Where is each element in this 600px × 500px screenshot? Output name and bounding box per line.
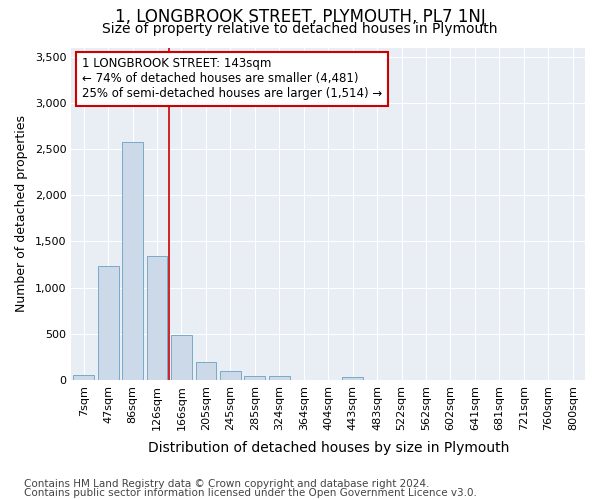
Text: Contains HM Land Registry data © Crown copyright and database right 2024.: Contains HM Land Registry data © Crown c… [24,479,430,489]
Y-axis label: Number of detached properties: Number of detached properties [15,116,28,312]
Text: Contains public sector information licensed under the Open Government Licence v3: Contains public sector information licen… [24,488,477,498]
Bar [196,362,217,380]
Text: 1, LONGBROOK STREET, PLYMOUTH, PL7 1NJ: 1, LONGBROOK STREET, PLYMOUTH, PL7 1NJ [115,8,485,26]
Bar [122,142,143,380]
Bar [146,256,167,380]
X-axis label: Distribution of detached houses by size in Plymouth: Distribution of detached houses by size … [148,441,509,455]
Bar [269,376,290,380]
Bar [73,376,94,380]
Bar [98,266,119,380]
Text: 1 LONGBROOK STREET: 143sqm
← 74% of detached houses are smaller (4,481)
25% of s: 1 LONGBROOK STREET: 143sqm ← 74% of deta… [82,58,382,100]
Bar [244,376,265,380]
Bar [220,371,241,380]
Text: Size of property relative to detached houses in Plymouth: Size of property relative to detached ho… [102,22,498,36]
Bar [171,335,192,380]
Bar [342,377,363,380]
